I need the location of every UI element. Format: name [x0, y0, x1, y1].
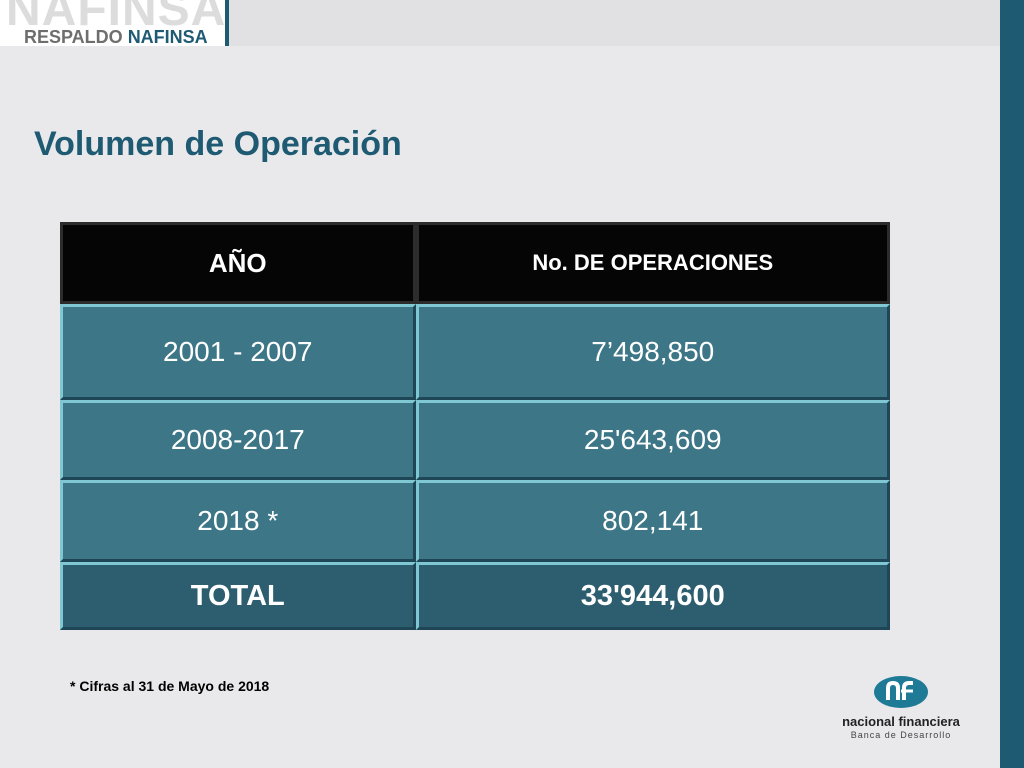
- total-value: 33'944,600: [415, 562, 890, 630]
- header-divider: [225, 0, 229, 46]
- table-row: 2008-2017 25'643,609: [60, 400, 890, 480]
- nafin-logo: nacional financiera Banca de Desarrollo: [826, 674, 976, 746]
- operations-cell: 802,141: [415, 480, 890, 562]
- header-year: AÑO: [60, 222, 416, 304]
- table-row: 2018 * 802,141: [60, 480, 890, 562]
- year-cell: 2018 *: [60, 480, 416, 562]
- brand-label-part2: NAFINSA: [127, 27, 208, 47]
- right-stripe: [1000, 0, 1024, 768]
- nafin-logo-icon: [874, 676, 928, 708]
- header-logo-area: NAFINSA RESPALDO NAFINSA: [0, 0, 228, 46]
- year-cell: 2008-2017: [60, 400, 416, 480]
- total-label: TOTAL: [60, 562, 416, 630]
- operations-table: AÑO No. DE OPERACIONES 2001 - 2007 7’498…: [60, 222, 890, 630]
- brand-label: RESPALDO NAFINSA: [24, 28, 208, 46]
- nafinsa-watermark: NAFINSA: [6, 0, 227, 36]
- footnote: * Cifras al 31 de Mayo de 2018: [70, 678, 270, 694]
- operations-cell: 7’498,850: [415, 304, 890, 400]
- header-operations: No. DE OPERACIONES: [415, 222, 890, 304]
- operations-cell: 25'643,609: [415, 400, 890, 480]
- total-row: TOTAL 33'944,600: [60, 562, 890, 630]
- brand-label-part1: RESPALDO: [24, 27, 128, 47]
- page-title: Volumen de Operación: [34, 125, 402, 163]
- year-cell: 2001 - 2007: [60, 304, 416, 400]
- table-row: 2001 - 2007 7’498,850: [60, 304, 890, 400]
- logo-name: nacional financiera: [842, 714, 960, 729]
- table-header-row: AÑO No. DE OPERACIONES: [60, 222, 890, 304]
- logo-subtitle: Banca de Desarrollo: [850, 730, 952, 740]
